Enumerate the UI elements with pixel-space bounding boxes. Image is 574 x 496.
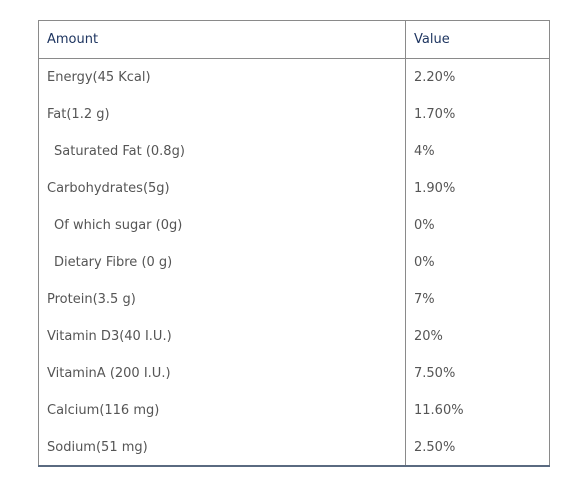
column-header-amount: Amount bbox=[38, 20, 406, 59]
value-cell: 1.90% bbox=[414, 181, 456, 196]
table-row: Energy(45 Kcal) 2.20% bbox=[38, 58, 550, 96]
table-row: Dietary Fibre (0 g) 0% bbox=[38, 244, 550, 281]
amount-cell: Carbohydrates(5g) bbox=[38, 170, 406, 207]
amount-cell: Vitamin D3(40 I.U.) bbox=[38, 318, 406, 355]
table-row: Saturated Fat (0.8g) 4% bbox=[38, 133, 550, 170]
value-cell: 20% bbox=[414, 329, 443, 344]
table-row: Protein(3.5 g) 7% bbox=[38, 281, 550, 318]
table-row: Vitamin D3(40 I.U.) 20% bbox=[38, 318, 550, 355]
value-cell: 4% bbox=[414, 144, 435, 159]
value-cell: 2.20% bbox=[414, 70, 456, 85]
amount-cell: Protein(3.5 g) bbox=[38, 281, 406, 318]
value-cell: 7% bbox=[414, 292, 435, 307]
table-row: VitaminA (200 I.U.) 7.50% bbox=[38, 355, 550, 392]
column-header-value: Value bbox=[405, 20, 550, 59]
amount-cell: Energy(45 Kcal) bbox=[38, 58, 406, 96]
table-header-row: Amount Value bbox=[38, 20, 550, 59]
value-cell: 0% bbox=[414, 255, 435, 270]
table-row: Of which sugar (0g) 0% bbox=[38, 207, 550, 244]
table-row: Calcium(116 mg) 11.60% bbox=[38, 392, 550, 429]
value-cell: 2.50% bbox=[414, 439, 456, 455]
amount-cell: Of which sugar (0g) bbox=[38, 207, 406, 244]
table-row: Carbohydrates(5g) 1.90% bbox=[38, 170, 550, 207]
amount-cell: Saturated Fat (0.8g) bbox=[38, 133, 406, 170]
nutrition-table: Amount Value Energy(45 Kcal) 2.20% Fat(1… bbox=[38, 20, 550, 467]
value-cell: 7.50% bbox=[414, 366, 456, 381]
value-cell: 1.70% bbox=[414, 107, 456, 122]
amount-cell: Calcium(116 mg) bbox=[38, 392, 406, 429]
table-row: Fat(1.2 g) 1.70% bbox=[38, 96, 550, 133]
amount-cell: VitaminA (200 I.U.) bbox=[38, 355, 406, 392]
amount-cell: Sodium(51 mg) bbox=[38, 429, 406, 466]
amount-cell: Dietary Fibre (0 g) bbox=[38, 244, 406, 281]
value-cell: 0% bbox=[414, 218, 435, 233]
value-cell: 11.60% bbox=[414, 403, 464, 418]
table-row: Sodium(51 mg) 2.50% bbox=[38, 429, 550, 466]
amount-cell: Fat(1.2 g) bbox=[38, 96, 406, 133]
